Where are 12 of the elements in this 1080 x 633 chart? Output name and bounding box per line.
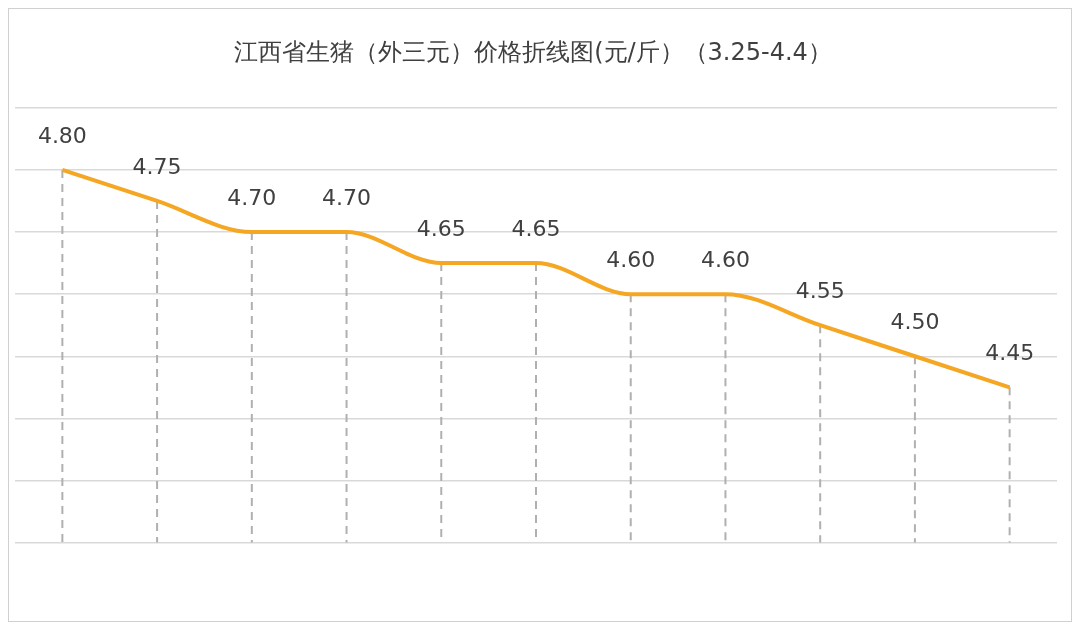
chart-title: 江西省生猪（外三元）价格折线图(元/斤）（3.25-4.4） xyxy=(234,37,832,66)
data-label: 4.65 xyxy=(416,215,466,241)
data-label: 4.80 xyxy=(37,122,87,148)
data-label: 4.45 xyxy=(985,340,1035,366)
data-label: 4.55 xyxy=(795,277,845,303)
data-label: 4.65 xyxy=(511,215,561,241)
data-label: 4.60 xyxy=(700,246,750,272)
data-label: 4.75 xyxy=(132,153,182,179)
data-label: 4.70 xyxy=(322,184,372,210)
data-label: 4.60 xyxy=(606,246,656,272)
data-label: 4.50 xyxy=(890,308,940,334)
data-label: 4.70 xyxy=(227,184,277,210)
